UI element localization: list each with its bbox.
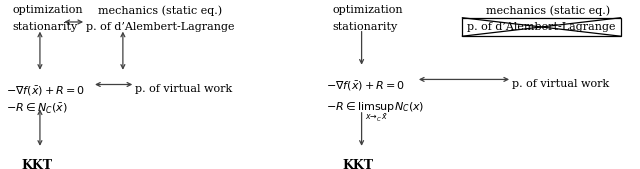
Text: mechanics (static eq.): mechanics (static eq.) [486,5,611,16]
Bar [463,18,621,36]
Text: p. of virtual work: p. of virtual work [135,84,232,94]
Text: KKT: KKT [342,159,373,169]
Text: stationarity: stationarity [333,22,398,32]
Text: p. of d’Alembert-Lagrange: p. of d’Alembert-Lagrange [86,22,234,32]
Text: p. of virtual work: p. of virtual work [512,79,609,89]
Text: $-\nabla f(\bar{x}) + R = 0$: $-\nabla f(\bar{x}) + R = 0$ [6,84,86,98]
Text: p. of d’Alembert-Lagrange: p. of d’Alembert-Lagrange [467,22,616,32]
Text: mechanics (static eq.): mechanics (static eq.) [99,5,223,16]
Text: optimization: optimization [333,5,403,15]
Text: $-\nabla f(\bar{x}) + R = 0$: $-\nabla f(\bar{x}) + R = 0$ [326,79,406,93]
Text: $-R \in \limsup_{x \to_C \bar{x}} N_C(x)$: $-R \in \limsup_{x \to_C \bar{x}} N_C(x)… [326,101,425,125]
Text: $-R \in N_C(\bar{x})$: $-R \in N_C(\bar{x})$ [6,101,68,115]
Text: stationarity: stationarity [12,22,77,32]
Text: KKT: KKT [22,159,52,169]
Text: optimization: optimization [12,5,83,15]
